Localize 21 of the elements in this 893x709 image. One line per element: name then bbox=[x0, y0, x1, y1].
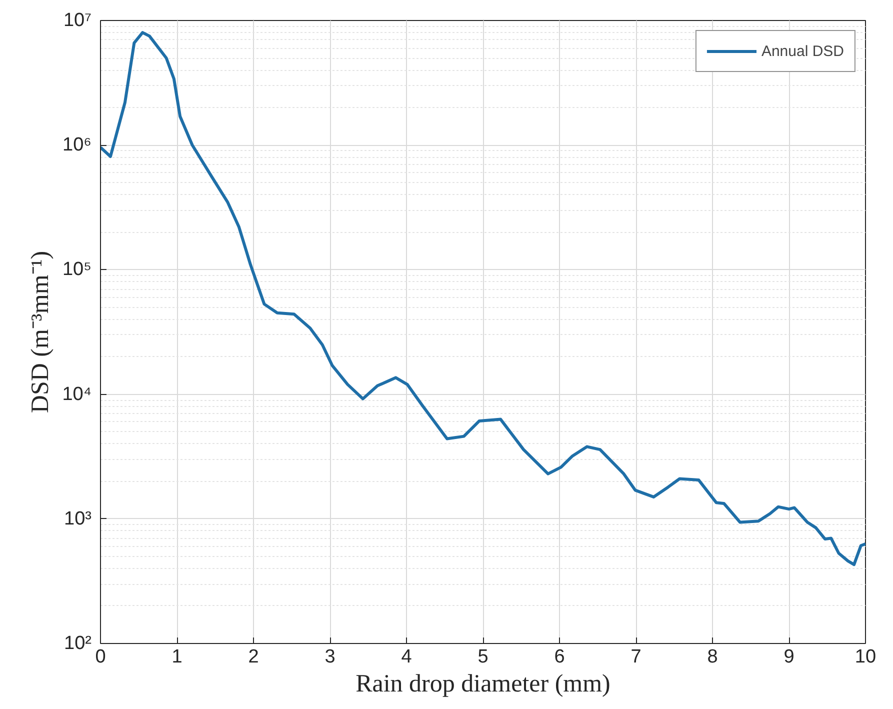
x-tick-label: 5 bbox=[478, 646, 488, 668]
x-tick-label: 1 bbox=[172, 646, 182, 668]
x-tick-label: 4 bbox=[401, 646, 412, 668]
x-tick-label: 7 bbox=[630, 646, 642, 668]
y-tick-label: 10⁶ bbox=[62, 134, 92, 156]
x-tick-label: 0 bbox=[95, 646, 106, 668]
x-tick-label: 8 bbox=[707, 646, 718, 668]
x-tick-label: 6 bbox=[554, 646, 565, 668]
x-tick-label: 2 bbox=[248, 646, 259, 668]
y-tick-label: 10³ bbox=[64, 508, 92, 530]
line-series bbox=[100, 31, 866, 566]
x-tick-label: 3 bbox=[324, 646, 336, 668]
legend-label: Annual DSD bbox=[761, 42, 844, 60]
y-axis-title: DSD (m⁻³mm⁻¹) bbox=[27, 250, 54, 414]
x-axis-title: Rain drop diameter (mm) bbox=[356, 670, 610, 698]
y-tick-label: 10⁵ bbox=[62, 259, 92, 280]
y-tick-label: 10⁴ bbox=[62, 384, 92, 405]
x-tick-label: 10 bbox=[854, 646, 876, 668]
y-tick-label: 10² bbox=[64, 633, 92, 654]
x-tick-label: 9 bbox=[784, 646, 794, 668]
y-tick-label: 10⁷ bbox=[63, 10, 92, 31]
